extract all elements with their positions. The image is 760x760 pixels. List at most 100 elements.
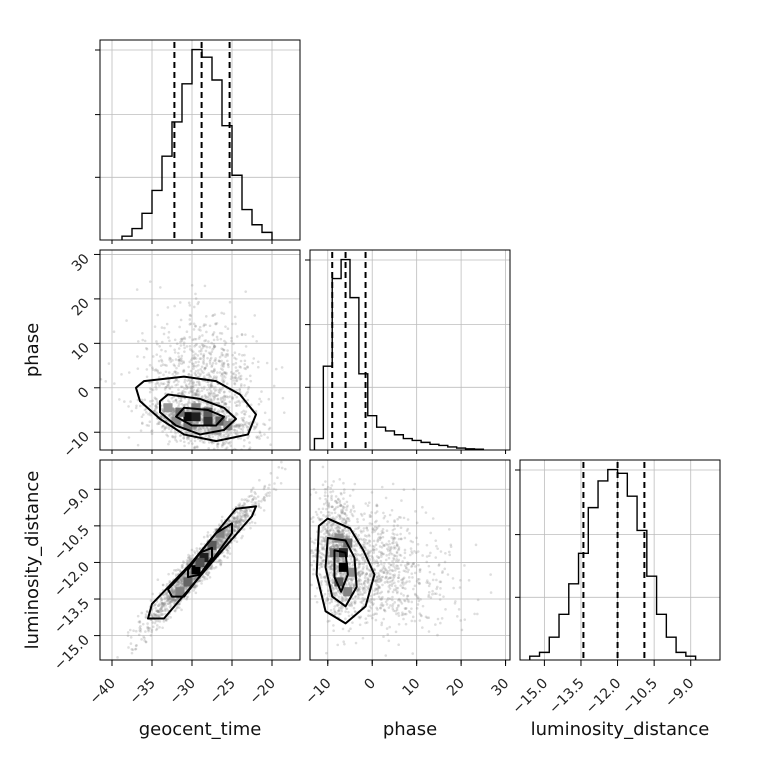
sample-point	[195, 549, 199, 553]
sample-point	[319, 510, 323, 514]
sample-point	[247, 515, 250, 518]
sample-point	[326, 598, 329, 602]
sample-point	[236, 527, 240, 531]
sample-point	[191, 362, 194, 365]
sample-point	[263, 433, 266, 436]
sample-point	[330, 534, 334, 538]
sample-point	[168, 600, 172, 604]
sample-point	[402, 594, 405, 597]
sample-point	[365, 572, 368, 576]
sample-point	[227, 529, 231, 532]
sample-point	[162, 605, 165, 608]
sample-point	[391, 537, 395, 541]
sample-point	[162, 603, 165, 606]
sample-point	[171, 590, 175, 593]
sample-point	[152, 612, 156, 616]
sample-point	[185, 595, 189, 599]
sample-point	[239, 515, 243, 518]
sample-point	[224, 535, 228, 538]
sample-point	[187, 561, 191, 564]
sample-point	[196, 354, 200, 357]
sample-point	[213, 407, 217, 411]
sample-point	[305, 572, 308, 575]
sample-point	[417, 563, 420, 567]
sample-point	[140, 421, 144, 425]
panel-content	[297, 465, 493, 657]
sample-point	[196, 427, 200, 431]
sample-point	[257, 402, 261, 406]
sample-point	[171, 572, 175, 575]
sample-point	[396, 576, 400, 580]
sample-point	[348, 532, 351, 535]
sample-point	[224, 416, 228, 419]
sample-point	[197, 360, 200, 364]
sample-point	[404, 607, 407, 611]
sample-point	[227, 529, 230, 533]
sample-point	[217, 437, 220, 440]
sample-point	[217, 401, 220, 405]
sample-point	[150, 429, 154, 432]
sample-point	[400, 581, 404, 585]
sample-point	[234, 523, 237, 527]
sample-point	[203, 368, 206, 371]
sample-point	[244, 410, 248, 413]
sample-point	[138, 629, 141, 632]
sample-point	[161, 583, 165, 587]
sample-point	[223, 403, 226, 406]
sample-point	[239, 511, 242, 514]
sample-point	[245, 515, 248, 519]
sample-point	[249, 490, 253, 493]
density-contour	[159, 393, 237, 436]
sample-point	[226, 556, 229, 559]
sample-point	[208, 549, 212, 553]
sample-point	[246, 365, 249, 369]
sample-point	[266, 436, 270, 439]
sample-point	[154, 385, 158, 389]
sample-point	[318, 518, 321, 522]
sample-point	[297, 506, 300, 509]
sample-point	[339, 571, 343, 574]
sample-point	[162, 602, 166, 605]
sample-point	[388, 576, 391, 580]
sample-point	[192, 400, 196, 404]
sample-point	[374, 581, 378, 584]
sample-point	[161, 604, 164, 608]
sample-point	[179, 580, 183, 584]
sample-point	[327, 532, 331, 536]
sample-point	[220, 521, 224, 524]
sample-point	[328, 534, 331, 538]
sample-point	[369, 598, 373, 601]
sample-point	[259, 499, 263, 503]
sample-point	[210, 341, 213, 345]
sample-point	[228, 300, 232, 304]
sample-point	[397, 548, 400, 552]
sample-point	[410, 565, 413, 568]
sample-point	[392, 558, 396, 561]
panel-frame	[519, 459, 721, 661]
sample-point	[351, 621, 354, 624]
sample-point	[164, 386, 167, 390]
sample-point	[235, 424, 239, 427]
sample-point	[195, 343, 198, 346]
sample-point	[178, 578, 182, 581]
sample-point	[194, 373, 197, 376]
sample-point	[347, 610, 350, 614]
sample-point	[219, 398, 223, 402]
sample-point	[209, 352, 212, 355]
sample-point	[238, 502, 242, 505]
sample-point	[202, 426, 206, 430]
sample-point	[180, 399, 183, 403]
sample-point	[335, 572, 338, 576]
sample-point	[107, 362, 111, 365]
sample-point	[190, 548, 194, 552]
sample-point	[355, 554, 358, 557]
sample-point	[387, 545, 391, 549]
sample-point	[208, 575, 212, 579]
sample-point	[155, 624, 159, 627]
sample-point	[354, 600, 357, 603]
sample-point	[206, 356, 209, 360]
sample-point	[157, 604, 160, 608]
sample-point	[351, 514, 355, 518]
sample-point	[392, 576, 395, 580]
sample-point	[167, 414, 171, 418]
